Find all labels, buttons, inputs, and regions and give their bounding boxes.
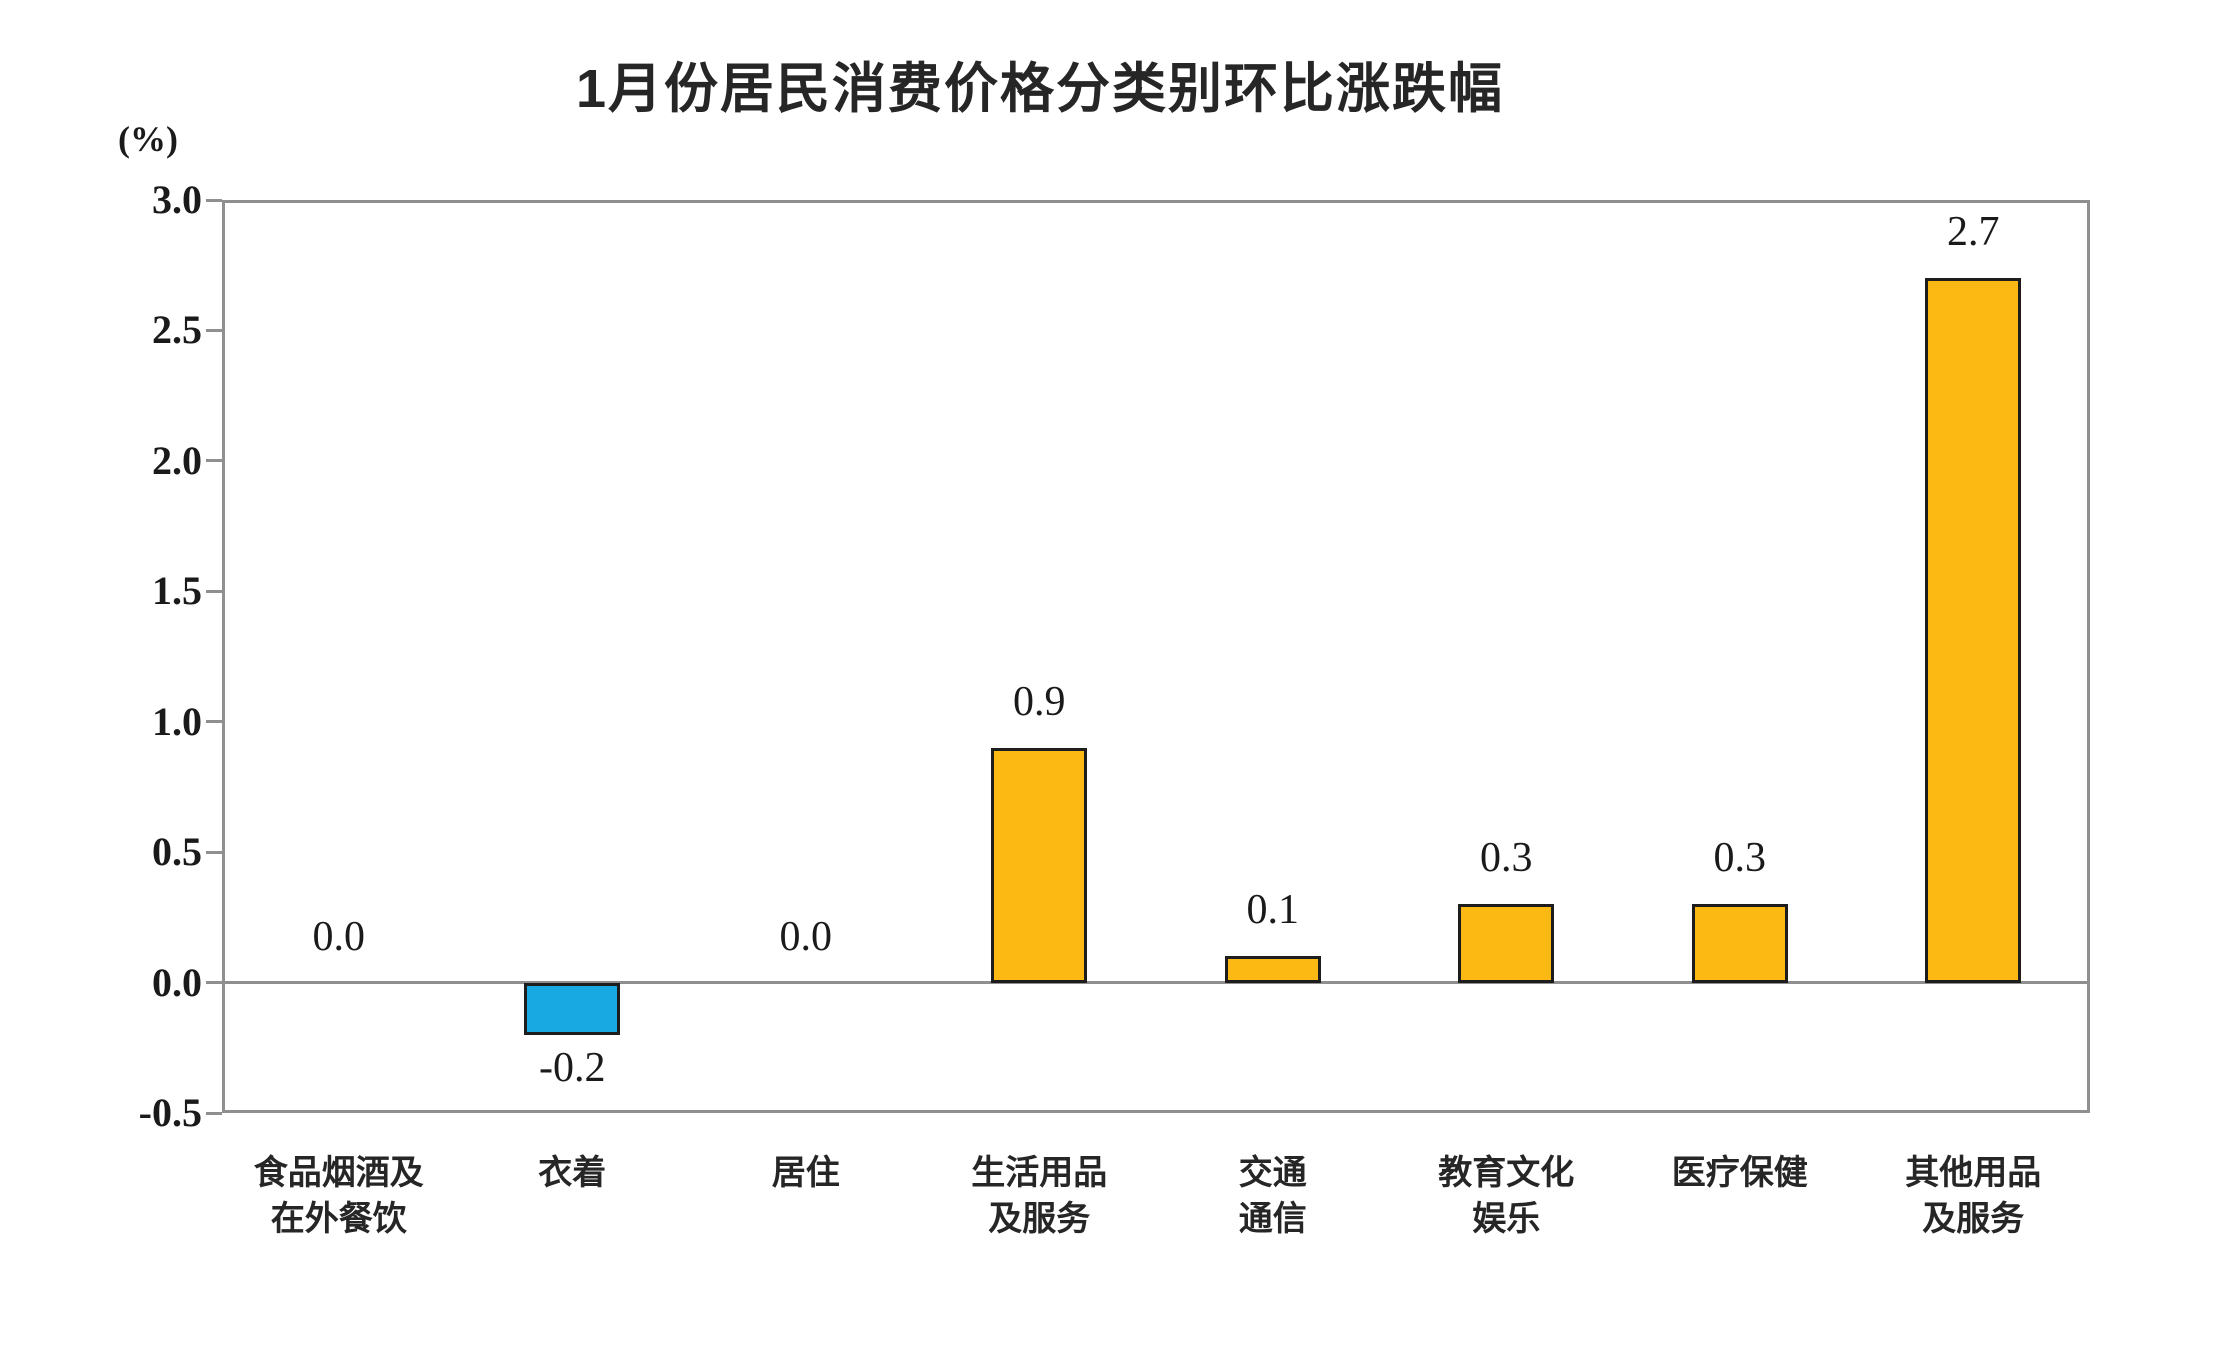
y-axis-tick-label: 2.5 [152, 307, 202, 353]
bar-value-label: 0.0 [312, 913, 366, 960]
x-axis-category-label: 生活用品 及服务 [971, 1154, 1108, 1238]
y-axis-tick-mark [206, 1111, 222, 1115]
y-axis-tick-label: 0.5 [152, 829, 202, 875]
bar-positive [1691, 904, 1788, 983]
x-axis-category-label: 其他用品 及服务 [1905, 1154, 2042, 1238]
chart-title: 1月份居民消费价格分类别环比涨跌幅 [575, 59, 1505, 119]
bar-value-label: 2.7 [1947, 209, 2000, 256]
x-axis-category-label: 教育文化 娱乐 [1438, 1154, 1575, 1238]
bar-value-label: 0.1 [1246, 887, 1300, 934]
y-axis-unit-label: (%) [118, 119, 178, 159]
y-axis-tick-label: 3.0 [152, 177, 202, 222]
bar-positive [1458, 904, 1555, 983]
bar-value-label: 0.0 [779, 913, 833, 960]
y-axis-tick-mark [206, 589, 222, 593]
y-axis-tick-label: 0.0 [152, 959, 202, 1005]
y-axis-tick-mark [206, 198, 222, 202]
y-axis-tick-label: 2.0 [152, 437, 202, 483]
bar-value-label: 0.9 [1013, 678, 1066, 725]
y-axis-tick-label: 1.0 [152, 698, 202, 744]
bar-positive [1224, 956, 1321, 983]
bar-value-label: -0.2 [539, 1044, 606, 1091]
bar-positive [1925, 278, 2022, 983]
y-axis-tick-mark [206, 981, 222, 985]
bar-value-label: 0.3 [1713, 835, 1767, 882]
y-axis-tick-mark [206, 720, 222, 724]
zero-baseline [222, 981, 2090, 985]
bar-positive [991, 747, 1088, 983]
plot-area [222, 200, 2090, 1113]
x-axis-category-label: 交通 通信 [1238, 1154, 1307, 1238]
y-axis-tick-mark [206, 850, 222, 854]
x-axis-category-label: 衣着 [538, 1154, 607, 1192]
y-axis-tick-label: 1.5 [152, 568, 202, 614]
x-axis-category-label: 居住 [771, 1154, 840, 1192]
bar-negative [524, 982, 621, 1035]
x-axis-category-label: 医疗保健 [1671, 1154, 1808, 1192]
y-axis-tick-mark [206, 328, 222, 332]
bar-value-label: 0.3 [1480, 835, 1533, 882]
x-axis-category-label: 食品烟酒及 在外餐饮 [253, 1154, 424, 1238]
y-axis-tick-mark [206, 459, 222, 463]
y-axis-tick-label: -0.5 [138, 1090, 202, 1135]
